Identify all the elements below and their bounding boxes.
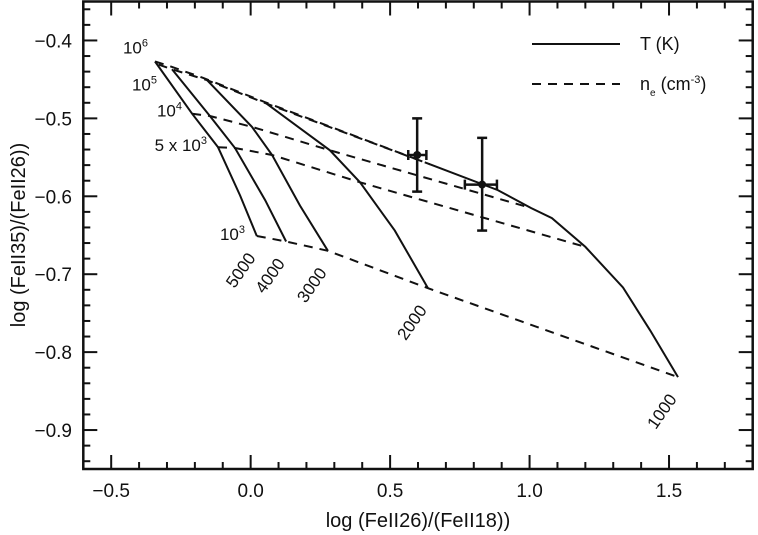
density-label: 103 [220,224,245,244]
density-label-exponent: 5 [151,75,157,87]
y-tick-label: −0.7 [34,265,72,286]
density-label-base: 10 [157,102,176,121]
density-label: 105 [132,75,157,95]
temperature-curve-2000 [265,102,429,289]
x-tick-label: 0.5 [377,481,403,502]
y-tick-label: −0.9 [34,421,72,442]
y-tick-label: −0.6 [34,187,72,208]
measurements [406,117,499,232]
curves [154,60,679,379]
temperature-curve-1000 [429,163,679,378]
density-label-base: 10 [123,38,142,57]
density-curve-2 [191,112,532,209]
data-point [413,150,422,159]
x-axis-label: log (FeII26)/(FeII18)) [326,510,511,532]
density-label: 106 [123,37,148,57]
density-label: 5 x 103 [155,135,207,155]
axis-ticks: −0.5 0.0 0.5 1.0 1.5 −0.4 −0.5 −0.6 −0.7 −0.8 −0.9 [34,0,754,502]
temperature-label: 3000 [293,264,330,306]
density-curve-4 [256,235,679,379]
density-label-base: 5 x 10 [155,136,201,155]
density-label-exponent: 6 [142,37,148,49]
x-tick-label: −0.5 [92,481,130,502]
plot-frame [82,0,754,471]
temperature-label: 2000 [394,302,431,344]
temperature-curve-5000 [154,60,258,237]
temperature-label: 1000 [643,390,680,432]
temperature-curve-4000 [171,68,287,242]
density-label-exponent: 4 [176,101,182,113]
density-label-exponent: 3 [201,135,207,147]
density-label-exponent: 3 [239,224,245,236]
density-label-base: 10 [220,225,239,244]
y-tick-label: −0.4 [34,31,72,52]
y-axis-label: log (FeII35)/(FeII26)) [8,143,30,328]
measurement-1 [463,136,499,232]
temperature-curve-3000 [206,79,329,252]
density-label: 104 [157,101,182,121]
legend-label-density: ne (cm-3) [640,74,706,99]
x-tick-label: 1.0 [516,481,542,502]
density-curve-0 [154,60,431,166]
density-curve-3 [217,146,586,248]
x-tick-label: 0.0 [237,481,263,502]
density-label-base: 10 [132,76,151,95]
y-tick-label: −0.8 [34,343,72,364]
measurement-0 [406,117,428,193]
legend: T (K) ne (cm-3) [532,34,706,99]
data-point [478,180,487,189]
legend-label-temperature: T (K) [640,34,680,54]
x-tick-label: 1.5 [656,481,682,502]
y-tick-label: −0.5 [34,109,72,130]
